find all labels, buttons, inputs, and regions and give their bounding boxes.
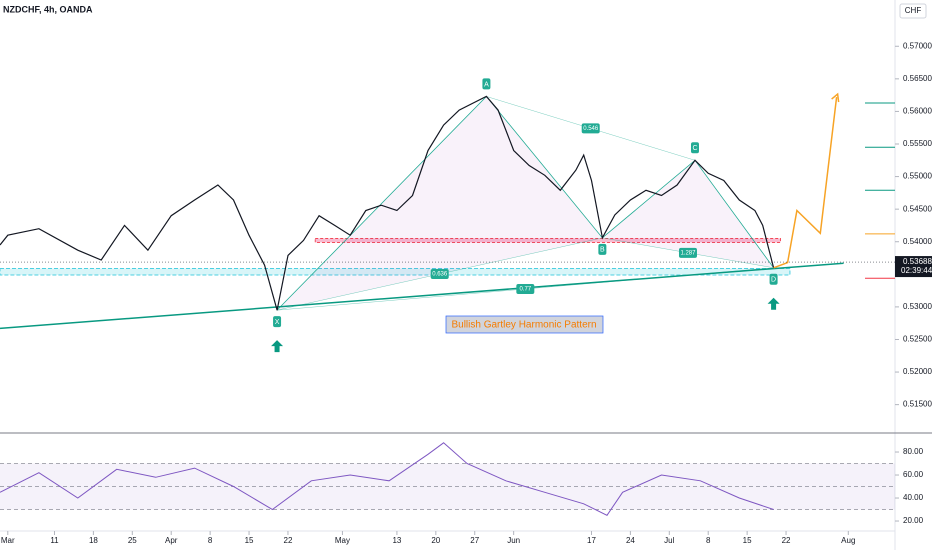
trendline [0, 262, 844, 330]
point-badge [482, 78, 491, 90]
y-tick-label: 0.51500 [903, 400, 932, 409]
x-tick-label: 8 [706, 536, 711, 545]
last-price: 0.53688 [903, 257, 932, 266]
rsi-tick-label: 80.00 [903, 447, 924, 456]
buy-arrow [767, 297, 780, 310]
point-label: D [771, 277, 776, 284]
x-tick-label: 13 [392, 536, 401, 545]
x-tick-label: Jun [507, 536, 520, 545]
x-tick-label: 25 [128, 536, 137, 545]
ratio-label: 0.636 [432, 272, 448, 278]
point-label: C [692, 145, 697, 152]
y-tick-label: 0.54500 [903, 204, 932, 213]
rsi-tick-label: 60.00 [903, 470, 924, 479]
x-tick-label: 18 [89, 536, 98, 545]
x-tick-label: 20 [431, 536, 440, 545]
point-label: B [600, 247, 605, 254]
rsi-tick-label: 40.00 [903, 493, 924, 502]
point-badge [273, 316, 282, 328]
point-label: X [275, 319, 280, 326]
projection [773, 97, 838, 269]
x-tick-label: 15 [743, 536, 752, 545]
last-price-box [895, 256, 932, 278]
y-tick-label: 0.55000 [903, 172, 932, 181]
x-tick-label: 17 [587, 536, 596, 545]
ratio-badge [430, 268, 449, 279]
x-tick-label: Mar [1, 536, 15, 545]
point-label: A [484, 81, 489, 88]
y-tick-label: 0.52500 [903, 335, 932, 344]
ratio-label: 0.546 [583, 126, 599, 132]
price-line [0, 95, 775, 311]
x-tick-label: Aug [841, 536, 855, 545]
x-tick-label: 22 [782, 536, 791, 545]
support-zone [0, 267, 791, 276]
y-tick-label: 0.56500 [903, 74, 932, 83]
y-tick-label: 0.52000 [903, 367, 932, 376]
rsi-line [0, 442, 774, 516]
rsi-tick-label: 20.00 [903, 516, 924, 525]
y-tick-label: 0.55500 [903, 139, 932, 148]
currency-box[interactable] [899, 3, 927, 19]
ratio-badge [581, 123, 600, 134]
x-tick-label: 11 [50, 536, 59, 545]
x-tick-label: 8 [208, 536, 213, 545]
y-tick-label: 0.54000 [903, 237, 932, 246]
projection-arrow [831, 92, 840, 103]
countdown: 02:39:44 [901, 266, 932, 275]
x-tick-label: 24 [626, 536, 635, 545]
pattern-title-box [445, 315, 604, 334]
buy-arrow [271, 340, 284, 353]
chart-title: NZDCHF, 4h, OANDA [3, 4, 93, 14]
x-tick-label: Jul [664, 536, 674, 545]
y-tick-label: 0.56000 [903, 107, 932, 116]
point-badge [690, 142, 699, 154]
x-tick-label: 15 [245, 536, 254, 545]
ratio-badge [516, 283, 535, 294]
currency: CHF [905, 6, 922, 15]
point-badge [598, 243, 607, 255]
y-tick-label: 0.53000 [903, 302, 932, 311]
y-tick-label: 0.57000 [903, 41, 932, 50]
x-tick-label: Apr [165, 536, 178, 545]
x-tick-label: 22 [284, 536, 293, 545]
x-tick-label: May [335, 536, 350, 545]
point-badge [769, 273, 778, 285]
ratio-label: 1.287 [680, 250, 696, 256]
pattern-fill [277, 96, 603, 311]
x-tick-label: 27 [470, 536, 479, 545]
ratio-label: 0.77 [519, 287, 531, 293]
pattern-fill [602, 160, 774, 268]
pattern-title: Bullish Gartley Harmonic Pattern [451, 320, 596, 331]
ratio-badge [678, 247, 697, 258]
resistance-zone [314, 238, 781, 243]
